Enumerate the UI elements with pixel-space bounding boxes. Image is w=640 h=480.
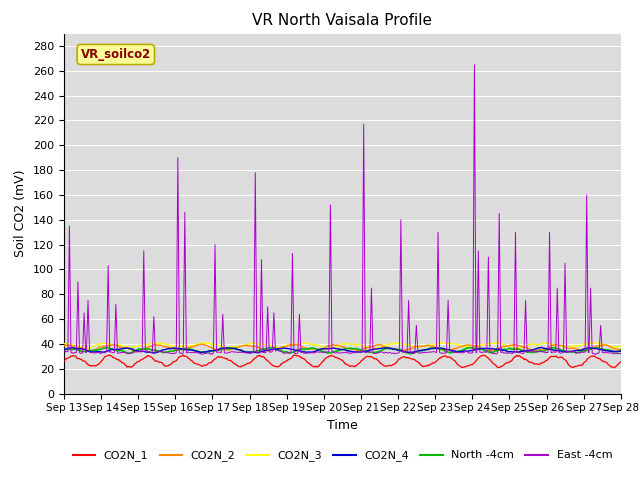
Text: VR_soilco2: VR_soilco2 [81, 48, 151, 61]
Title: VR North Vaisala Profile: VR North Vaisala Profile [252, 13, 433, 28]
X-axis label: Time: Time [327, 419, 358, 432]
Legend: CO2N_1, CO2N_2, CO2N_3, CO2N_4, North -4cm, East -4cm: CO2N_1, CO2N_2, CO2N_3, CO2N_4, North -4… [68, 446, 616, 466]
Y-axis label: Soil CO2 (mV): Soil CO2 (mV) [15, 170, 28, 257]
